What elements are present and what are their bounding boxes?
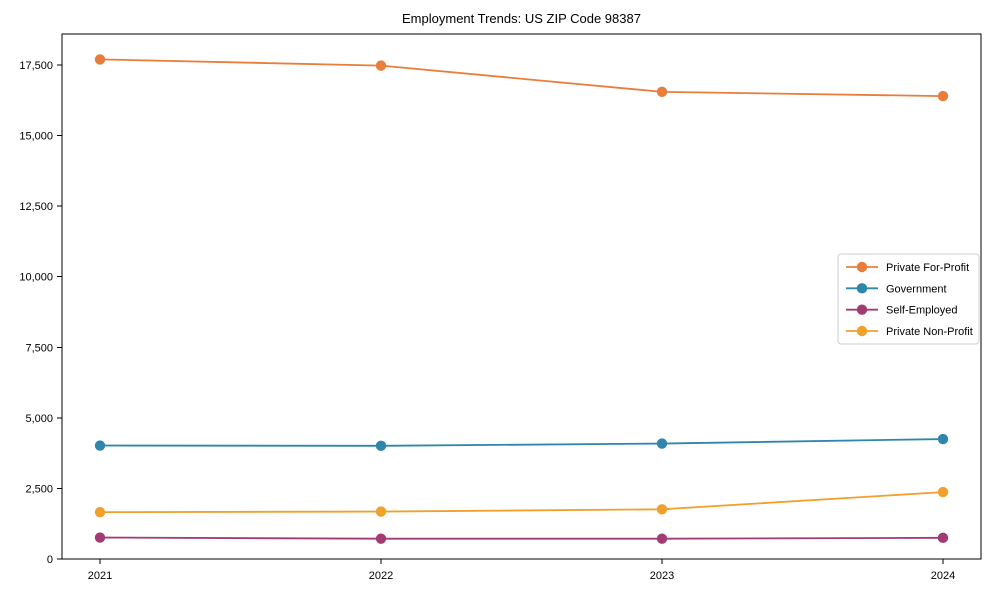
legend: Private For-Profit Government Self-Employe… — [837, 253, 980, 345]
data-point-private-for-profit-2022 — [375, 60, 387, 71]
chart-title: Employment Trends: US ZIP Code 98387 — [402, 11, 641, 26]
y-tick-label: 17,500 — [19, 60, 53, 72]
data-point-private-non-profit-2021 — [94, 506, 106, 518]
legend-swatch-marker — [856, 304, 868, 315]
data-point-private-non-profit-2022 — [375, 506, 387, 517]
legend-item-private-non-profit: Private Non-Profit — [846, 325, 973, 338]
legend-label: Self-Employed — [886, 305, 958, 317]
legend-swatch-marker — [856, 261, 868, 273]
legend-label: Private For-Profit — [886, 262, 969, 274]
data-point-self-employed-2023 — [656, 533, 668, 544]
data-point-private-non-profit-2023 — [656, 504, 668, 515]
series-line-private-for-profit — [99, 58, 944, 97]
plot-area: 0 2,500 5,000 7,500 10,000 12,500 15,000 17,500… — [19, 33, 982, 582]
legend-swatch-marker — [856, 325, 868, 337]
series-line-self-employed — [99, 536, 944, 540]
legend-item-government: Government — [846, 283, 947, 295]
plot-border — [61, 33, 982, 560]
data-point-private-for-profit-2023 — [656, 86, 668, 98]
series-line-private-non-profit — [99, 491, 944, 514]
data-point-self-employed-2021 — [94, 532, 106, 543]
x-tick-label-2022: 2022 — [369, 570, 393, 582]
data-point-government-2023 — [656, 438, 668, 449]
legend-box — [837, 253, 980, 345]
data-point-private-for-profit-2021 — [94, 54, 106, 65]
series-line-government — [99, 438, 944, 447]
legend-label: Private Non-Profit — [886, 326, 973, 338]
legend-label: Government — [886, 283, 947, 295]
data-point-government-2022 — [375, 440, 387, 452]
data-point-government-2021 — [94, 440, 106, 451]
data-point-government-2024 — [937, 433, 949, 445]
y-tick-label: 10,000 — [19, 272, 53, 284]
legend-swatch-marker — [856, 283, 868, 294]
legend-item-self-employed: Self-Employed — [846, 304, 958, 317]
data-point-private-non-profit-2024 — [937, 486, 949, 498]
y-tick-label: 15,000 — [19, 131, 53, 143]
y-tick-label: 12,500 — [19, 201, 53, 213]
y-tick-label: 2,500 — [25, 483, 53, 495]
x-tick-label-2023: 2023 — [650, 570, 674, 582]
legend-item-private-for-profit: Private For-Profit — [846, 261, 969, 274]
data-point-self-employed-2024 — [937, 532, 949, 544]
data-point-self-employed-2022 — [375, 533, 387, 544]
y-tick-label: 0 — [47, 554, 53, 566]
x-tick-label-2021: 2021 — [88, 570, 112, 582]
data-point-private-for-profit-2024 — [937, 90, 949, 102]
y-tick-label: 7,500 — [25, 342, 53, 354]
y-tick-label: 5,000 — [25, 413, 53, 425]
x-tick-label-2024: 2024 — [931, 570, 955, 582]
